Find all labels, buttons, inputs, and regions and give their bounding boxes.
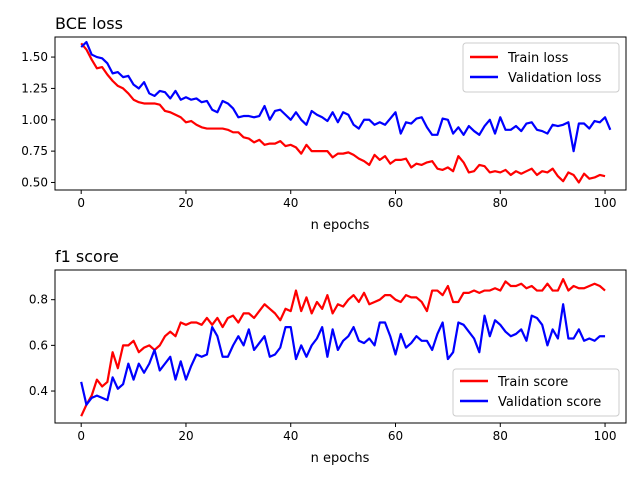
legend-label-train-score: Train score bbox=[497, 375, 568, 390]
f1-x-tick-label: 20 bbox=[178, 429, 193, 443]
f1-chart-lines bbox=[80, 278, 606, 417]
loss-y-tick-label: 0.50 bbox=[21, 175, 48, 189]
f1-series-line-validation-score bbox=[80, 303, 606, 406]
loss-x-tick-label: 80 bbox=[493, 196, 508, 210]
f1-x-tick-label: 80 bbox=[493, 429, 508, 443]
f1-chart-x-axis: 0 20 40 60 80 100 bbox=[77, 423, 616, 443]
loss-chart-x-axis: 0 20 40 60 80 100 bbox=[77, 190, 616, 210]
loss-chart-plot-area bbox=[54, 36, 627, 191]
f1-chart: f1 score 0 20 40 60 80 100 0.4 0.6 0.8 n epochs… bbox=[29, 247, 627, 466]
legend-label-train-loss: Train loss bbox=[507, 51, 569, 66]
loss-x-tick-label: 20 bbox=[178, 196, 193, 210]
f1-chart-plot-area bbox=[54, 269, 627, 424]
loss-chart: BCE loss 0 20 40 60 80 100 0.50 0.75 1.00 1.25 1.… bbox=[21, 14, 627, 233]
f1-x-tick-label: 100 bbox=[594, 429, 617, 443]
loss-y-tick-label: 1.00 bbox=[21, 113, 48, 127]
legend-label-validation-score: Validation score bbox=[498, 395, 601, 410]
loss-chart-lines bbox=[80, 40, 612, 184]
f1-chart-legend-frame bbox=[452, 368, 620, 417]
f1-chart-title: f1 score bbox=[55, 247, 119, 266]
loss-chart-legend-frame bbox=[462, 42, 620, 93]
loss-chart-x-axis-label: n epochs bbox=[311, 218, 370, 233]
loss-x-tick-label: 100 bbox=[594, 196, 617, 210]
loss-y-tick-label: 1.25 bbox=[21, 81, 48, 95]
loss-series-line-train-loss bbox=[80, 42, 606, 184]
f1-x-tick-label: 40 bbox=[283, 429, 298, 443]
f1-chart-x-axis-label: n epochs bbox=[311, 451, 370, 466]
loss-chart-legend: Train loss Validation loss bbox=[462, 42, 620, 93]
f1-y-tick-label: 0.4 bbox=[29, 384, 48, 398]
f1-y-tick-label: 0.6 bbox=[29, 338, 48, 352]
legend-label-validation-loss: Validation loss bbox=[508, 71, 602, 86]
f1-chart-legend: Train score Validation score bbox=[452, 368, 620, 417]
loss-y-tick-label: 1.50 bbox=[21, 50, 48, 64]
f1-y-tick-label: 0.8 bbox=[29, 293, 48, 307]
loss-series-line-validation-loss bbox=[80, 40, 612, 153]
loss-y-tick-label: 0.75 bbox=[21, 144, 48, 158]
loss-x-tick-label: 0 bbox=[77, 196, 85, 210]
loss-chart-y-axis: 0.50 0.75 1.00 1.25 1.50 bbox=[21, 50, 55, 189]
loss-x-tick-label: 60 bbox=[388, 196, 403, 210]
loss-x-tick-label: 40 bbox=[283, 196, 298, 210]
f1-series-line-train-score bbox=[80, 278, 606, 417]
f1-x-tick-label: 60 bbox=[388, 429, 403, 443]
loss-chart-title: BCE loss bbox=[55, 14, 123, 33]
f1-x-tick-label: 0 bbox=[77, 429, 85, 443]
f1-chart-y-axis: 0.4 0.6 0.8 bbox=[29, 293, 55, 398]
